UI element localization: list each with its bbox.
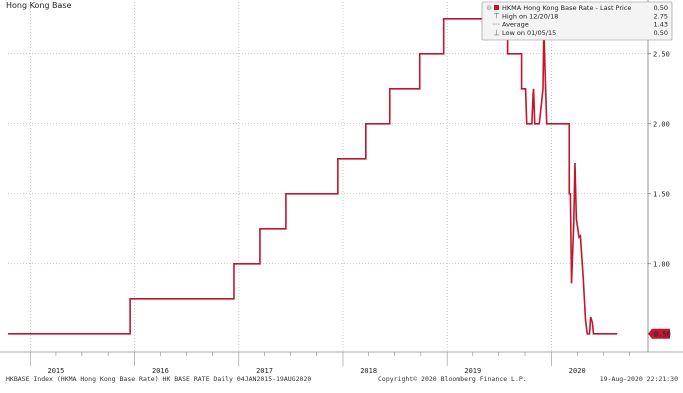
x-tick-label: 2019 <box>464 367 481 375</box>
legend-entry-value: 1.43 <box>654 21 668 29</box>
legend-entry-label: Average <box>502 21 529 29</box>
x-tick-label: 2015 <box>48 367 65 375</box>
x-tick-label: 2018 <box>360 367 377 375</box>
legend-entry-label: HKMA Hong Kong Base Rate - Last Price <box>502 4 631 12</box>
footer-copyright: Copyright© 2020 Bloomberg Finance L.P. <box>378 375 527 383</box>
grid-lines <box>8 2 648 352</box>
high-marker-icon <box>494 13 499 19</box>
y-tick-label: 2.50 <box>653 50 670 58</box>
last-price-tag: 0.50 <box>648 328 671 339</box>
x-axis-ticks: 2015 2016 2017 2018 2019 2020 <box>30 352 630 375</box>
x-tick-label: 2016 <box>152 367 169 375</box>
footer-source: HKBASE Index (HKMA Hong Kong Base Rate) … <box>6 375 311 383</box>
legend-entry-value: 0.50 <box>654 29 668 37</box>
legend-entry-label: Low on 01/05/15 <box>502 29 556 37</box>
footer-timestamp: 19-Aug-2020 22:21:30 <box>600 375 678 383</box>
y-tick-label: 1.00 <box>653 260 670 268</box>
last-price-tag-label: 0.50 <box>654 330 671 338</box>
series-line-hk-base-rate <box>8 17 618 335</box>
y-axis-ticks: 2.50 2.00 1.50 1.00 <box>648 50 670 268</box>
legend-entry: HKMA Hong Kong Base Rate - Last Price 0.5… <box>486 4 668 12</box>
legend-entry: High on 12/20/18 2.75 <box>494 12 668 20</box>
legend-entry: Average 1.43 <box>493 21 668 29</box>
x-tick-label: 2020 <box>569 367 586 375</box>
x-tick-label: 2017 <box>256 367 273 375</box>
y-tick-label: 1.50 <box>653 190 670 198</box>
legend-entry-value: 2.75 <box>654 12 668 20</box>
low-marker-icon <box>494 29 499 36</box>
legend-box[interactable]: HKMA Hong Kong Base Rate - Last Price 0.5… <box>481 1 673 41</box>
legend-entry: Low on 01/05/15 0.50 <box>494 29 668 37</box>
legend-entry-value: 0.50 <box>654 4 668 12</box>
legend-toggle-icon[interactable] <box>486 5 492 10</box>
legend-swatch <box>494 5 499 10</box>
legend-entry-label: High on 12/20/18 <box>502 12 558 20</box>
top-label: Hong Kong Base <box>6 1 72 10</box>
y-tick-label: 2.00 <box>653 120 670 128</box>
